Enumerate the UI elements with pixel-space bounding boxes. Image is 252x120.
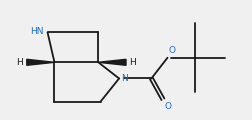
Text: O: O (164, 102, 171, 111)
Polygon shape (27, 59, 54, 65)
Text: O: O (169, 46, 176, 55)
Polygon shape (98, 59, 126, 65)
Text: H: H (130, 58, 136, 67)
Text: N: N (121, 74, 128, 83)
Text: H: H (17, 58, 23, 67)
Text: HN: HN (30, 27, 44, 36)
